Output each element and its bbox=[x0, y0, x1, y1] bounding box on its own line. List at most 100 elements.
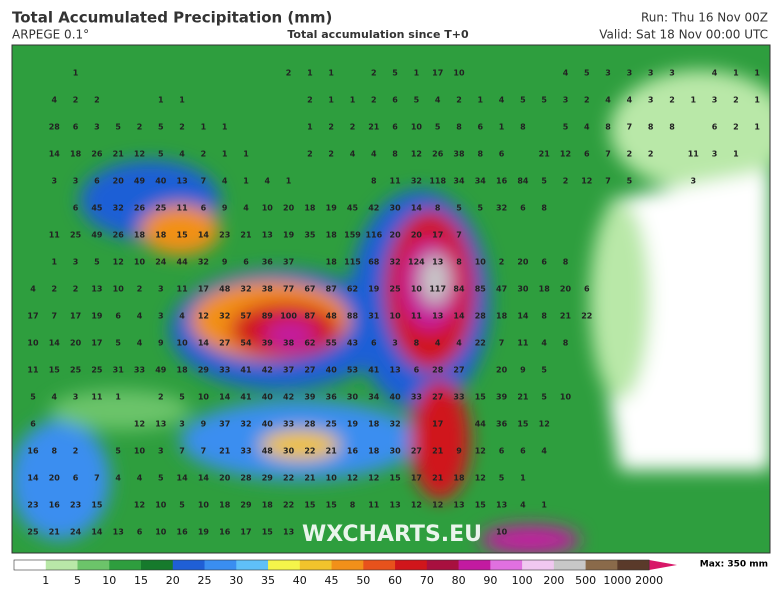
map-value: 5 bbox=[499, 474, 505, 483]
map-value: 41 bbox=[368, 366, 380, 375]
map-value: 5 bbox=[115, 339, 121, 348]
map-value: 18 bbox=[219, 501, 231, 510]
map-value: 12 bbox=[411, 150, 422, 159]
map-value: 33 bbox=[283, 420, 294, 429]
map-value: 10 bbox=[411, 123, 423, 132]
map-value: 11 bbox=[390, 177, 402, 186]
map-value: 9 bbox=[222, 258, 228, 267]
map-value: 14 bbox=[91, 528, 103, 537]
map-value: 57 bbox=[240, 312, 251, 321]
map-value: 8 bbox=[563, 258, 569, 267]
map-value: 48 bbox=[219, 285, 231, 294]
map-value: 42 bbox=[368, 204, 379, 213]
map-value: 2 bbox=[371, 96, 377, 105]
map-value: 11 bbox=[368, 501, 380, 510]
map-value: 1 bbox=[243, 150, 249, 159]
map-value: 36 bbox=[262, 258, 274, 267]
map-value: 39 bbox=[262, 339, 274, 348]
map-value: 17 bbox=[432, 69, 443, 78]
map-value: 4 bbox=[222, 177, 228, 186]
map-value: 33 bbox=[219, 366, 230, 375]
map-value: 115 bbox=[344, 258, 361, 267]
map-value: 10 bbox=[177, 339, 189, 348]
map-value: 7 bbox=[605, 177, 611, 186]
map-value: 26 bbox=[432, 150, 444, 159]
colorbar-label: 60 bbox=[388, 574, 402, 587]
map-value: 10 bbox=[496, 528, 508, 537]
map-value: 14 bbox=[219, 393, 231, 402]
map-value: 10 bbox=[155, 501, 167, 510]
colorbar-swatch bbox=[585, 560, 618, 570]
map-value: 7 bbox=[627, 123, 633, 132]
map-value: 89 bbox=[262, 312, 274, 321]
colorbar-label: 2000 bbox=[635, 574, 663, 587]
map-value: 4 bbox=[584, 123, 590, 132]
map-value: 41 bbox=[240, 393, 252, 402]
valid: Valid: Sat 18 Nov 00:00 UTC bbox=[599, 28, 768, 42]
map-value: 20 bbox=[219, 474, 231, 483]
map-value: 1 bbox=[478, 96, 484, 105]
map-value: 23 bbox=[70, 501, 81, 510]
map-value: 32 bbox=[198, 258, 209, 267]
map-value: 4 bbox=[265, 177, 271, 186]
map-value: 30 bbox=[390, 204, 402, 213]
map-value: 2 bbox=[733, 123, 739, 132]
map-value: 18 bbox=[134, 231, 146, 240]
map-value: 4 bbox=[541, 339, 547, 348]
map-value: 2 bbox=[350, 123, 356, 132]
map-value: 12 bbox=[475, 447, 486, 456]
map-value: 8 bbox=[350, 501, 356, 510]
map-value: 32 bbox=[219, 312, 230, 321]
map-value: 11 bbox=[688, 150, 700, 159]
map-value: 8 bbox=[456, 258, 462, 267]
map-value: 49 bbox=[134, 177, 146, 186]
colorbar-label: 90 bbox=[483, 574, 497, 587]
map-value: 4 bbox=[137, 339, 143, 348]
map-value: 6 bbox=[520, 447, 526, 456]
map-value: 31 bbox=[368, 312, 380, 321]
map-value: 30 bbox=[347, 393, 359, 402]
map-value: 3 bbox=[73, 177, 79, 186]
map-value: 12 bbox=[560, 150, 571, 159]
map-value: 33 bbox=[240, 447, 251, 456]
map-value: 4 bbox=[52, 96, 58, 105]
map-value: 8 bbox=[478, 150, 484, 159]
map-value: 38 bbox=[453, 150, 465, 159]
map-value: 41 bbox=[240, 366, 252, 375]
map-value: 20 bbox=[390, 231, 402, 240]
map-value: 33 bbox=[411, 393, 422, 402]
map-value: 17 bbox=[432, 231, 443, 240]
map-value: 3 bbox=[179, 420, 185, 429]
colorbar-swatch bbox=[77, 560, 110, 570]
map-value: 2 bbox=[158, 393, 164, 402]
map-value: 6 bbox=[414, 366, 420, 375]
map-value: 4 bbox=[563, 69, 569, 78]
map-value: 12 bbox=[113, 258, 124, 267]
map-value: 24 bbox=[70, 528, 82, 537]
colorbar-label: 15 bbox=[134, 574, 148, 587]
map-value: 1 bbox=[307, 69, 313, 78]
map-value: 11 bbox=[177, 204, 189, 213]
map-value: 28 bbox=[49, 123, 61, 132]
map-value: 13 bbox=[113, 528, 124, 537]
map-value: 13 bbox=[390, 501, 401, 510]
colorbar-swatch bbox=[617, 560, 650, 570]
map-value: 2 bbox=[371, 69, 377, 78]
map-value: 8 bbox=[371, 177, 377, 186]
map-value: 15 bbox=[475, 501, 487, 510]
map-value: 1 bbox=[222, 123, 228, 132]
map-value: 17 bbox=[91, 339, 102, 348]
map-value: 38 bbox=[283, 339, 295, 348]
map-value: 17 bbox=[198, 285, 209, 294]
map-value: 118 bbox=[429, 177, 446, 186]
map-value: 16 bbox=[219, 528, 231, 537]
map-value: 20 bbox=[560, 285, 572, 294]
map-value: 5 bbox=[456, 204, 462, 213]
map-value: 20 bbox=[49, 474, 61, 483]
map-value: 2 bbox=[328, 123, 334, 132]
map-value: 30 bbox=[517, 285, 529, 294]
map-value: 22 bbox=[475, 339, 486, 348]
map-value: 13 bbox=[91, 285, 102, 294]
map-value: 1 bbox=[307, 123, 313, 132]
map-value: 23 bbox=[27, 501, 38, 510]
